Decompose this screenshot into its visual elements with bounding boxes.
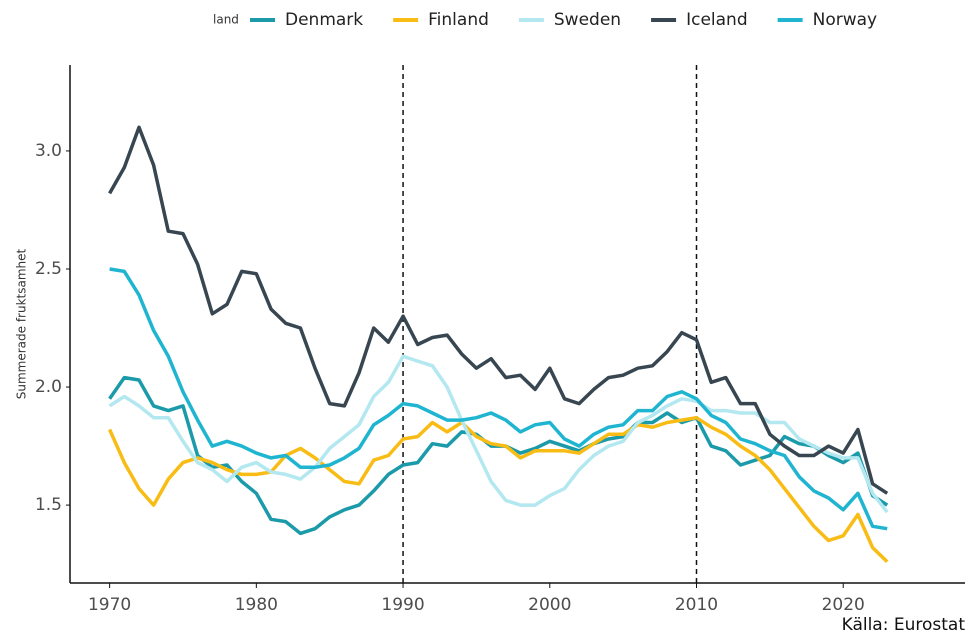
legend-title: land <box>213 13 239 27</box>
x-tick-label: 2020 <box>822 595 865 615</box>
line-series <box>109 267 888 531</box>
legend-label: Norway <box>813 10 878 30</box>
legend-label: Iceland <box>686 10 748 30</box>
line-series <box>108 415 889 564</box>
y-tick-label: 2.5 <box>35 259 62 279</box>
legend-label: Finland <box>428 10 489 30</box>
x-tick-label: 2010 <box>675 595 718 615</box>
legend-label: Sweden <box>554 10 621 30</box>
x-tick-label: 1990 <box>381 595 424 615</box>
y-tick-label: 1.5 <box>35 495 62 515</box>
y-tick-label: 3.0 <box>35 141 62 161</box>
line-series <box>108 354 889 514</box>
x-tick-label: 1970 <box>88 595 131 615</box>
line-series <box>108 125 889 495</box>
legend-label: Denmark <box>285 10 363 30</box>
source: Källa: Eurostat <box>842 615 966 634</box>
y-axis-label: Summerade fruktsamhet <box>15 248 29 399</box>
x-tick-label: 2000 <box>528 595 571 615</box>
y-tick-label: 2.0 <box>35 377 62 397</box>
x-tick-label: 1980 <box>235 595 278 615</box>
line-series <box>108 375 889 536</box>
